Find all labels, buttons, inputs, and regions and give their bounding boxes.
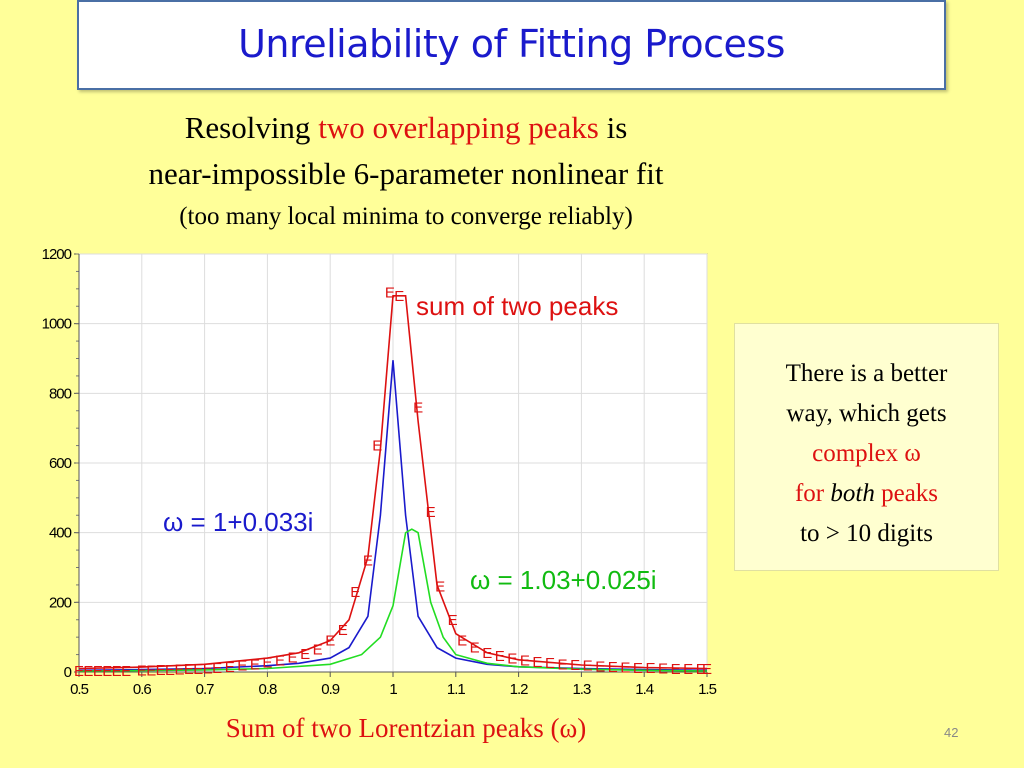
data-marker: E <box>702 661 712 678</box>
subtitle-highlight: two overlapping peaks <box>318 110 599 145</box>
x-tick-label: 0.9 <box>321 681 340 698</box>
annotation-peak1: ω = 1+0.033i <box>163 507 313 537</box>
data-marker: E <box>74 663 84 680</box>
data-marker: E <box>156 662 166 679</box>
side-note-box: There is a better way, which gets comple… <box>734 323 999 571</box>
data-marker: E <box>595 658 605 675</box>
data-marker: E <box>426 504 436 521</box>
x-tick-label: 0.8 <box>258 681 277 698</box>
data-marker: E <box>583 658 593 675</box>
data-marker: E <box>174 662 184 679</box>
x-tick-label: 1.5 <box>698 681 717 698</box>
side-note-line: complex ω <box>812 440 921 467</box>
side-note-line: to > 10 digits <box>800 520 933 547</box>
series-line-peak2 <box>78 528 708 672</box>
data-marker: E <box>165 662 175 679</box>
data-marker: E <box>325 633 335 650</box>
data-marker: E <box>507 650 517 667</box>
data-marker: E <box>482 645 492 662</box>
data-marker: E <box>300 646 310 663</box>
subtitle-line-3: (too many local minima to converge relia… <box>179 203 633 230</box>
data-marker: E <box>350 584 360 601</box>
data-marker: E <box>394 288 404 305</box>
x-tick-label: 1.2 <box>510 681 529 698</box>
subtitle-part: is <box>598 110 628 145</box>
x-tick-label: 1.4 <box>635 681 654 698</box>
data-marker: E <box>457 633 467 650</box>
x-tick-label: 1 <box>389 681 397 698</box>
y-tick-label: 0 <box>64 664 72 681</box>
data-marker: E <box>203 661 213 678</box>
data-marker: E <box>193 661 203 678</box>
data-marker: E <box>112 663 122 680</box>
data-marker: E <box>608 659 618 676</box>
subtitle-line-2: near-impossible 6-parameter nonlinear fi… <box>148 156 664 191</box>
data-marker: E <box>470 640 480 657</box>
data-marker: E <box>262 655 272 672</box>
x-axis-label: Sum of two Lorentzian peaks (ω) <box>225 713 587 743</box>
data-marker: E <box>520 653 530 670</box>
data-marker: E <box>532 654 542 671</box>
data-marker: E <box>212 660 222 677</box>
side-note-line: way, which gets <box>786 400 947 427</box>
x-tick-label: 0.7 <box>196 681 215 698</box>
x-tick-label: 0.6 <box>133 681 152 698</box>
data-marker: E <box>645 660 655 677</box>
data-marker: E <box>372 438 382 455</box>
side-note-part: for <box>794 480 831 507</box>
data-marker: E <box>121 663 131 680</box>
subtitle-line-1: Resolving two overlapping peaks is <box>0 110 812 146</box>
data-marker: E <box>137 662 147 679</box>
data-marker: E <box>413 399 423 416</box>
data-marker: E <box>363 553 373 570</box>
x-tick-label: 0.5 <box>70 681 89 698</box>
y-tick-label: 1200 <box>42 246 72 263</box>
side-note-line: for both peaks <box>735 474 998 514</box>
data-marker: E <box>83 663 93 680</box>
data-marker: E <box>275 653 285 670</box>
y-tick-label: 800 <box>49 385 72 402</box>
data-marker: E <box>658 661 668 678</box>
y-tick-label: 1000 <box>42 316 72 333</box>
data-marker: E <box>313 641 323 658</box>
data-marker: E <box>102 663 112 680</box>
slide-title: Unreliability of Fitting Process <box>238 22 785 66</box>
data-marker: E <box>435 579 445 596</box>
y-tick-label: 200 <box>49 594 72 611</box>
x-tick-label: 1.3 <box>572 681 591 698</box>
data-marker: E <box>93 663 103 680</box>
data-marker: E <box>385 284 395 301</box>
side-note-part: peaks <box>874 480 939 507</box>
y-tick-label: 400 <box>49 525 72 542</box>
data-marker: E <box>671 661 681 678</box>
data-marker: E <box>545 655 555 672</box>
data-marker: E <box>633 660 643 677</box>
y-tick-label: 600 <box>49 455 72 472</box>
title-box: Unreliability of Fitting Process <box>77 0 946 90</box>
data-marker: E <box>558 656 568 673</box>
side-note-emphasis: both <box>830 480 875 507</box>
series-line-sum <box>78 294 708 670</box>
data-marker: E <box>570 657 580 674</box>
chart-container: 0.5 0.6 0.7 0.8 0.9 1 1.1 1.2 1.3 1.4 1.5 0 200 400 60… <box>0 238 740 708</box>
data-marker: E <box>683 661 693 678</box>
data-marker: E <box>288 650 298 667</box>
data-marker: E <box>184 661 194 678</box>
data-marker: E <box>338 622 348 639</box>
data-marker: E <box>225 659 235 676</box>
data-marker: E <box>495 648 505 665</box>
data-marker: E <box>448 612 458 629</box>
data-marker: E <box>146 662 156 679</box>
data-marker: E <box>237 658 247 675</box>
page-number: 42 <box>944 725 959 740</box>
lorentzian-chart: 0.5 0.6 0.7 0.8 0.9 1 1.1 1.2 1.3 1.4 1.5 0 200 400 60… <box>42 246 718 698</box>
subtitle-part: Resolving <box>184 110 319 145</box>
data-marker: E <box>250 656 260 673</box>
annotation-sum: sum of two peaks <box>416 291 618 321</box>
side-note-line: There is a better <box>785 360 948 387</box>
annotation-peak2: ω = 1.03+0.025i <box>470 565 657 595</box>
data-marker: E <box>696 661 706 678</box>
data-marker: E <box>620 659 630 676</box>
x-tick-label: 1.1 <box>447 681 466 698</box>
